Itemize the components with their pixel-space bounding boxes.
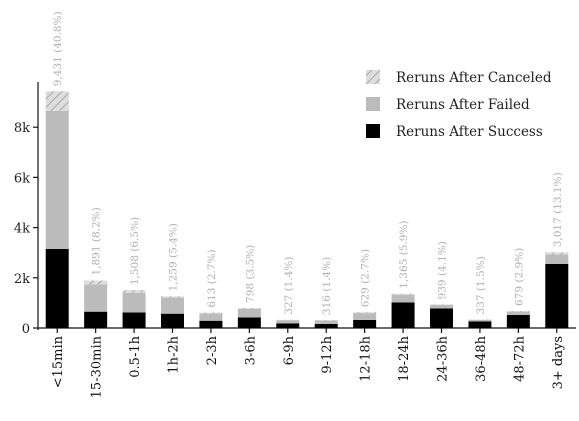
bar-segment-reruns-after-success	[276, 323, 299, 328]
data-label: 1,508 (6.5%)	[129, 217, 141, 285]
x-tick-label: 36-48h	[474, 335, 489, 381]
data-label: 939 (4.1%)	[437, 241, 449, 299]
data-label: 679 (2.9%)	[513, 248, 525, 306]
data-label: 798 (3.5%)	[244, 245, 256, 303]
bar-segment-reruns-after-canceled	[84, 281, 107, 285]
bar-segment-reruns-after-failed	[84, 285, 107, 312]
bar-segment-reruns-after-success	[84, 312, 107, 328]
data-label: 629 (2.7%)	[360, 249, 372, 307]
x-tick-label: 15-30min	[90, 335, 105, 398]
x-tick-label: 24-36h	[436, 335, 451, 381]
x-tick-label: 3+ days	[551, 336, 566, 389]
data-label: 1,259 (5.4%)	[168, 223, 180, 291]
bar-segment-reruns-after-success	[468, 321, 491, 328]
bar-segment-reruns-after-canceled	[46, 91, 69, 111]
bar-segment-reruns-after-failed	[161, 298, 184, 314]
bar-segment-reruns-after-success	[161, 314, 184, 328]
bar-segment-reruns-after-canceled	[199, 313, 222, 314]
bar-segment-reruns-after-failed	[315, 321, 338, 324]
x-tick-label: 0.5-1h	[128, 335, 143, 377]
y-tick-label: 0	[22, 322, 30, 337]
bar-segment-reruns-after-canceled	[392, 294, 415, 295]
bar-segment-reruns-after-failed	[545, 254, 568, 264]
legend-swatch	[366, 97, 380, 111]
data-label: 3,017 (13.1%)	[552, 172, 564, 247]
x-tick-label: 6-9h	[282, 335, 297, 365]
y-tick-label: 4k	[14, 222, 30, 237]
x-tick-label: <15min	[51, 335, 66, 388]
data-label: 9,431 (40.8%)	[52, 11, 64, 86]
bar-segment-reruns-after-canceled	[315, 320, 338, 321]
bar-segment-reruns-after-success	[315, 324, 338, 328]
bar-segment-reruns-after-failed	[46, 111, 69, 249]
bar-segment-reruns-after-success	[507, 315, 530, 328]
data-label: 316 (1.4%)	[321, 257, 333, 315]
bar-segment-reruns-after-failed	[468, 320, 491, 322]
bar-segment-reruns-after-failed	[276, 320, 299, 323]
x-tick-label: 1h-2h	[167, 335, 182, 373]
bar-segment-reruns-after-canceled	[123, 290, 146, 293]
bar-segment-reruns-after-failed	[430, 305, 453, 309]
bar-segment-reruns-after-failed	[199, 313, 222, 320]
bar-segment-reruns-after-failed	[507, 312, 530, 315]
bar-segment-reruns-after-failed	[123, 293, 146, 313]
y-tick-label: 2k	[14, 272, 30, 287]
data-label: 337 (1.5%)	[475, 256, 487, 314]
data-label: 613 (2.7%)	[206, 249, 218, 307]
legend-swatch	[366, 124, 380, 138]
bar-segment-reruns-after-canceled	[507, 311, 530, 312]
data-label: 1,365 (5.9%)	[398, 220, 410, 288]
bar-segment-reruns-after-failed	[238, 309, 261, 318]
legend-label: Reruns After Success	[396, 124, 543, 140]
bar-segment-reruns-after-failed	[353, 313, 376, 320]
x-tick-label: 9-12h	[320, 335, 335, 373]
bar-segment-reruns-after-canceled	[161, 296, 184, 297]
bar-segment-reruns-after-canceled	[545, 252, 568, 254]
x-tick-label: 3-6h	[243, 335, 258, 365]
bar-segment-reruns-after-success	[392, 302, 415, 328]
bar-segment-reruns-after-success	[199, 321, 222, 328]
bar-segment-reruns-after-success	[123, 312, 146, 328]
bar-segment-reruns-after-success	[238, 317, 261, 328]
x-tick-label: 18-24h	[397, 335, 412, 381]
x-tick-label: 48-72h	[512, 335, 527, 381]
bar-segment-reruns-after-canceled	[238, 308, 261, 309]
data-label: 1,891 (8.2%)	[91, 207, 103, 275]
bar-segment-reruns-after-success	[545, 264, 568, 328]
x-tick-label: 2-3h	[205, 335, 220, 365]
bar-segment-reruns-after-success	[353, 320, 376, 328]
bar-segment-reruns-after-failed	[392, 295, 415, 303]
y-tick-label: 6k	[14, 171, 30, 186]
legend-label: Reruns After Canceled	[396, 70, 552, 86]
legend-label: Reruns After Failed	[396, 97, 530, 113]
x-tick-label: 12-18h	[359, 335, 374, 381]
bar-segment-reruns-after-success	[46, 249, 69, 328]
bar-segment-reruns-after-success	[430, 308, 453, 328]
y-tick-label: 8k	[14, 121, 30, 136]
legend-swatch	[366, 70, 380, 84]
bar-segment-reruns-after-canceled	[353, 312, 376, 313]
data-label: 327 (1.4%)	[283, 257, 295, 315]
